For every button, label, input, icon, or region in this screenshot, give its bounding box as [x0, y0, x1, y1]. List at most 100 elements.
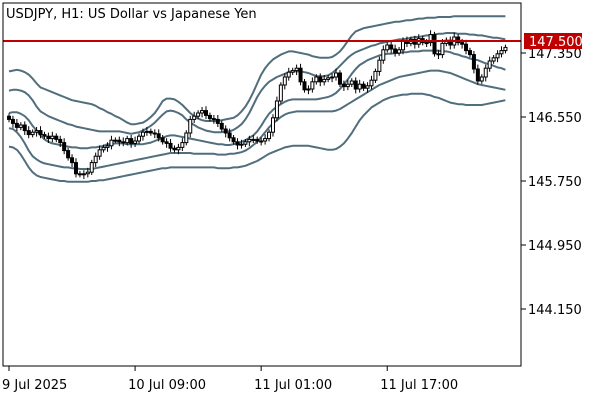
candle-body-up [97, 149, 102, 157]
candle-body-up [259, 140, 264, 143]
candle [483, 64, 488, 82]
candle-body-up [144, 130, 149, 133]
candle [330, 73, 335, 83]
candle-body-up [428, 34, 433, 44]
candle [475, 64, 480, 85]
candle [109, 135, 114, 150]
candle-body-down [223, 128, 228, 134]
candle-body-down [475, 68, 480, 82]
candle [235, 138, 240, 150]
candle [282, 73, 287, 90]
candle-body-up [495, 53, 500, 59]
candle [318, 73, 323, 87]
candle [334, 68, 339, 81]
candle-body-up [200, 110, 205, 114]
candle [373, 68, 378, 83]
candle-body-down [464, 43, 469, 52]
candle [464, 39, 469, 55]
candle [456, 34, 461, 46]
candle-body-down [129, 138, 134, 144]
candle-body-down [38, 130, 43, 136]
candle [73, 158, 78, 178]
candle-body-up [294, 67, 299, 72]
candle [337, 70, 342, 87]
candle-body-down [168, 142, 173, 149]
candle [314, 74, 319, 85]
chart-title: USDJPY, H1: US Dollar vs Japanese Yen [6, 7, 257, 22]
candle-body-down [231, 137, 236, 143]
band-middle-band [8, 49, 506, 150]
candle-body-up [101, 146, 106, 151]
candle-body-down [66, 150, 71, 159]
candle [188, 115, 193, 138]
candle [353, 77, 358, 94]
candle-body-up [310, 81, 315, 90]
candle-body-down [215, 118, 220, 124]
candle-body-up [81, 173, 86, 176]
candle-body-up [377, 59, 382, 72]
candle-body-down [456, 36, 461, 44]
candle [192, 111, 197, 123]
candle [50, 131, 55, 143]
candle-body-up [263, 138, 268, 142]
candle-body-down [471, 54, 476, 70]
candle-body-up [109, 139, 114, 147]
candle-body-up [18, 124, 23, 128]
candle [432, 31, 437, 57]
candle-body-down [204, 110, 208, 116]
candle-body-down [42, 134, 47, 137]
candle-body-up [373, 70, 378, 81]
candle [294, 64, 299, 75]
candle [499, 46, 504, 58]
candle [14, 119, 19, 131]
candle-body-down [156, 133, 161, 139]
candle-body-up [243, 141, 248, 145]
candle-body-down [337, 72, 342, 85]
candle [479, 74, 484, 84]
candle-body-down [22, 124, 27, 132]
candle [42, 131, 47, 139]
candle [428, 30, 433, 47]
candle-body-up [140, 131, 145, 137]
candle [255, 136, 260, 144]
candle [117, 136, 122, 147]
candle [156, 129, 161, 142]
candle [365, 82, 370, 93]
candle-body-down [302, 81, 307, 91]
candle [10, 115, 15, 128]
candle [270, 114, 275, 137]
candle [46, 132, 51, 143]
candle [345, 79, 350, 91]
candle-body-down [46, 135, 51, 140]
candle-body-up [334, 72, 339, 78]
candle [204, 106, 208, 119]
candle-body-up [326, 77, 331, 80]
candle-body-down [393, 48, 398, 54]
candle [267, 129, 272, 142]
candle [361, 81, 366, 91]
x-tick-label: 11 Jul 17:00 [380, 378, 458, 393]
candle [54, 133, 59, 143]
band-outer-upper-band [8, 15, 506, 126]
candle [70, 154, 75, 167]
candle-body-up [424, 42, 429, 45]
candle-body-down [54, 135, 59, 140]
candle [81, 170, 86, 179]
candle-body-up [34, 130, 39, 133]
candle-body-down [361, 83, 366, 89]
candle-body-down [10, 118, 15, 124]
candle-body-down [160, 137, 165, 143]
candle-body-up [89, 162, 94, 173]
candle-body-up [381, 49, 386, 61]
candle-body-down [318, 76, 323, 83]
candle-body-up [137, 135, 142, 142]
price-level-label: 147.500 [529, 35, 583, 50]
candle-body-down [353, 80, 358, 90]
candle [298, 63, 303, 86]
candle-body-up [251, 138, 256, 141]
candle [495, 50, 500, 63]
plot-frame [2, 2, 522, 367]
candle [471, 51, 476, 74]
candle-body-down [14, 122, 19, 128]
